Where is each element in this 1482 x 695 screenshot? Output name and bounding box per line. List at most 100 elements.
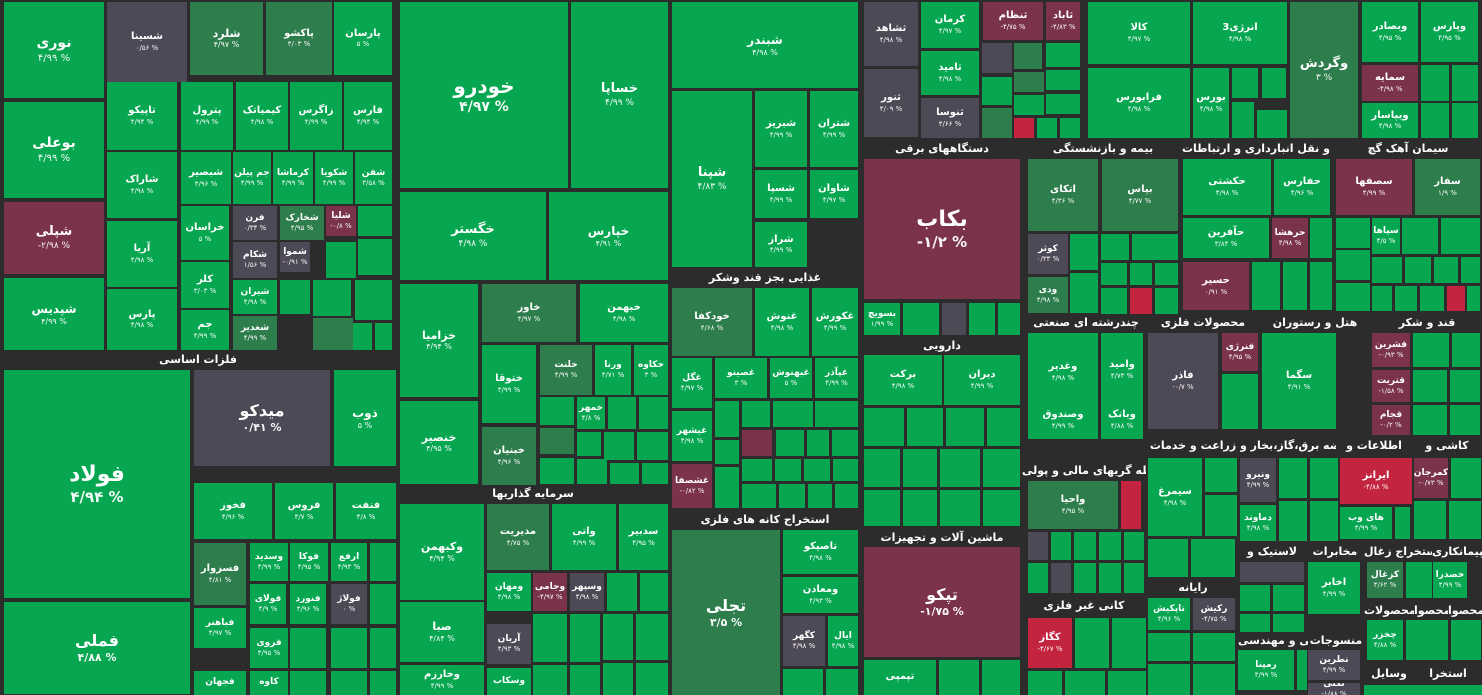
sector-header[interactable]: رایانه <box>1148 579 1238 597</box>
stock-tile-small[interactable] <box>640 573 668 611</box>
stock-tile-karman[interactable]: کرمان ۴/۹۷ % <box>921 2 979 48</box>
stock-tile-khakaveh[interactable]: خکاوه ۳ % <box>634 345 668 395</box>
stock-tile-small[interactable] <box>331 671 367 695</box>
stock-tile-small[interactable] <box>350 323 372 350</box>
stock-tile-small[interactable] <box>1051 532 1071 560</box>
stock-tile-small[interactable] <box>775 459 801 481</box>
stock-tile-small[interactable] <box>642 463 668 484</box>
stock-tile-small[interactable] <box>1283 262 1307 310</box>
stock-tile-safar[interactable]: سفار ۱/۹ % <box>1415 159 1480 215</box>
stock-tile-foka[interactable]: فوکا ۴/۹۵ % <box>290 543 328 581</box>
sector-header[interactable]: قند و شکر <box>1372 314 1482 332</box>
stock-tile-small[interactable] <box>1310 262 1332 310</box>
stock-tile-nakhi[interactable]: نکتی -۱/۸۸ % <box>1308 683 1360 695</box>
stock-tile-small[interactable] <box>370 584 396 624</box>
stock-tile-naztaran[interactable]: نطرین ۴/۹۹ % <box>1308 650 1360 680</box>
stock-tile-small[interactable] <box>807 430 829 456</box>
stock-tile-small[interactable] <box>577 432 601 456</box>
sector-header[interactable]: اطلاعات و <box>1338 437 1410 455</box>
stock-tile-small[interactable] <box>1232 102 1254 138</box>
stock-tile-sagma[interactable]: سگما ۴/۹۱ % <box>1262 333 1336 429</box>
stock-tile-tajalli[interactable]: تجلی ۳/۵ % <box>672 530 780 695</box>
stock-tile-small[interactable] <box>942 303 966 335</box>
stock-tile-small[interactable] <box>983 449 1020 487</box>
stock-tile-small[interactable] <box>982 43 1012 73</box>
sector-header[interactable]: هتل و رستوران <box>1260 314 1370 332</box>
stock-tile-small[interactable] <box>1074 532 1096 560</box>
stock-tile-haafarin[interactable]: حآفرین ۳/۸۴ % <box>1183 218 1269 258</box>
stock-tile-small[interactable] <box>864 449 900 487</box>
stock-tile-small[interactable] <box>1028 532 1048 560</box>
stock-tile-small[interactable] <box>313 318 353 350</box>
stock-tile-small[interactable] <box>1449 501 1481 539</box>
stock-tile-tapko[interactable]: تپکو -۱/۷۵ % <box>864 547 1020 657</box>
stock-tile-vahya[interactable]: واحیا ۴/۹۵ % <box>1028 481 1118 529</box>
stock-tile-small[interactable] <box>1155 288 1178 314</box>
stock-tile-harhasha[interactable]: حرهشا ۴/۹۸ % <box>1272 218 1308 258</box>
stock-tile-varna[interactable]: ورنا ۴/۷۱ % <box>595 345 631 395</box>
stock-tile-shtran[interactable]: شتران ۴/۹۹ % <box>810 91 858 167</box>
stock-tile-small[interactable] <box>940 449 980 487</box>
stock-tile-small[interactable] <box>779 484 805 508</box>
stock-tile-small[interactable] <box>1155 263 1178 285</box>
stock-tile-shloa[interactable]: شلیا -۰/۸ % <box>326 206 356 236</box>
stock-tile-jam[interactable]: جم ۴/۹۹ % <box>181 310 229 350</box>
stock-tile-jampilan[interactable]: جم پیلن ۴/۹۹ % <box>233 152 271 204</box>
stock-tile-small[interactable] <box>375 323 392 350</box>
stock-tile-shamvad[interactable]: شموا -۰/۹۱ % <box>280 242 310 272</box>
stock-tile-shghadir[interactable]: شغدیر ۴/۹۹ % <box>233 316 277 350</box>
stock-tile-small[interactable] <box>1070 234 1098 270</box>
stock-tile-faroo[interactable]: فروی ۴/۹۵ % <box>250 628 288 668</box>
stock-tile-small[interactable] <box>1405 257 1431 283</box>
stock-tile-fars[interactable]: فارس ۴/۹۴ % <box>344 82 392 150</box>
stock-tile-khodro[interactable]: خودرو ۴/۹۷ % <box>400 2 568 188</box>
stock-tile-small[interactable] <box>1014 118 1034 138</box>
stock-tile-small[interactable] <box>1467 286 1480 311</box>
stock-tile-diran[interactable]: دیران ۴/۹۹ % <box>944 355 1020 405</box>
stock-tile-small[interactable] <box>1205 458 1237 492</box>
stock-tile-kamarjan[interactable]: کمرجان -۰/۷۳ % <box>1414 458 1448 498</box>
stock-tile-small[interactable] <box>1191 539 1235 577</box>
stock-tile-small[interactable] <box>907 408 943 446</box>
stock-tile-shasta[interactable]: شسینا ۰/۵۶ % <box>107 2 187 82</box>
stock-tile-small[interactable] <box>1130 263 1152 285</box>
stock-tile-small[interactable] <box>1447 286 1465 311</box>
sector-header[interactable]: سیمان آهک گچ <box>1334 140 1482 158</box>
stock-tile-small[interactable] <box>804 459 830 481</box>
stock-tile-small[interactable] <box>1413 370 1447 402</box>
stock-tile-small[interactable] <box>1124 563 1144 593</box>
stock-tile-small[interactable] <box>1441 218 1480 254</box>
stock-tile-small[interactable] <box>1148 664 1190 695</box>
stock-tile-small[interactable] <box>1252 262 1280 310</box>
stock-tile-sonosa[interactable]: ثنوسا ۴/۶۶ % <box>921 98 979 138</box>
sector-header[interactable]: غذایی بجز قند وشکر <box>672 269 858 287</box>
stock-tile-shbriz[interactable]: شبریز ۴/۹۹ % <box>755 91 807 167</box>
sector-header[interactable]: محصولات <box>1364 602 1414 620</box>
stock-tile-petrol[interactable]: پترول ۴/۹۹ % <box>181 82 233 150</box>
stock-tile-small[interactable] <box>533 614 567 662</box>
stock-tile-tapiko2[interactable]: تپمپی <box>864 660 936 695</box>
sector-header[interactable]: محصولات فلزی <box>1148 314 1258 332</box>
stock-tile-khgostar[interactable]: خگستر ۴/۹۸ % <box>400 192 546 280</box>
stock-tile-faahar[interactable]: فباهنر ۴/۹۷ % <box>194 608 246 648</box>
stock-tile-aria[interactable]: آریا ۴/۹۸ % <box>107 221 177 287</box>
stock-tile-ghatrabat[interactable]: قتربت -۱/۵۸ % <box>1372 370 1410 402</box>
stock-tile-small[interactable] <box>1028 671 1062 695</box>
stock-tile-kimiatec[interactable]: کیمیاتک ۴/۹۸ % <box>236 82 288 150</box>
stock-tile-khomehr[interactable]: خمهر ۴/۸ % <box>577 397 605 429</box>
stock-tile-small[interactable] <box>1450 405 1480 435</box>
stock-tile-vmaadan[interactable]: ومعادن ۴/۹۳ % <box>783 577 858 613</box>
stock-tile-small[interactable] <box>1452 333 1480 367</box>
stock-tile-vniro[interactable]: ونیرو ۴/۹۹ % <box>1240 458 1276 502</box>
stock-tile-small[interactable] <box>1310 501 1338 541</box>
stock-tile-small[interactable] <box>1421 103 1449 138</box>
stock-tile-fnoord[interactable]: فنورد ۴/۹۶ % <box>290 584 326 624</box>
stock-tile-saba[interactable]: صبا ۴/۸۴ % <box>400 602 484 662</box>
stock-tile-kala[interactable]: کالا ۴/۹۷ % <box>1088 2 1190 64</box>
stock-tile-small[interactable] <box>903 490 937 526</box>
stock-tile-small[interactable] <box>1461 257 1480 283</box>
stock-tile-small[interactable] <box>1364 685 1414 695</box>
stock-tile-shkharak[interactable]: شخارک ۴/۹۵ % <box>280 206 324 240</box>
stock-tile-small[interactable] <box>1130 288 1152 314</box>
stock-tile-vbsadr[interactable]: وبصادر ۴/۹۵ % <box>1362 2 1418 62</box>
